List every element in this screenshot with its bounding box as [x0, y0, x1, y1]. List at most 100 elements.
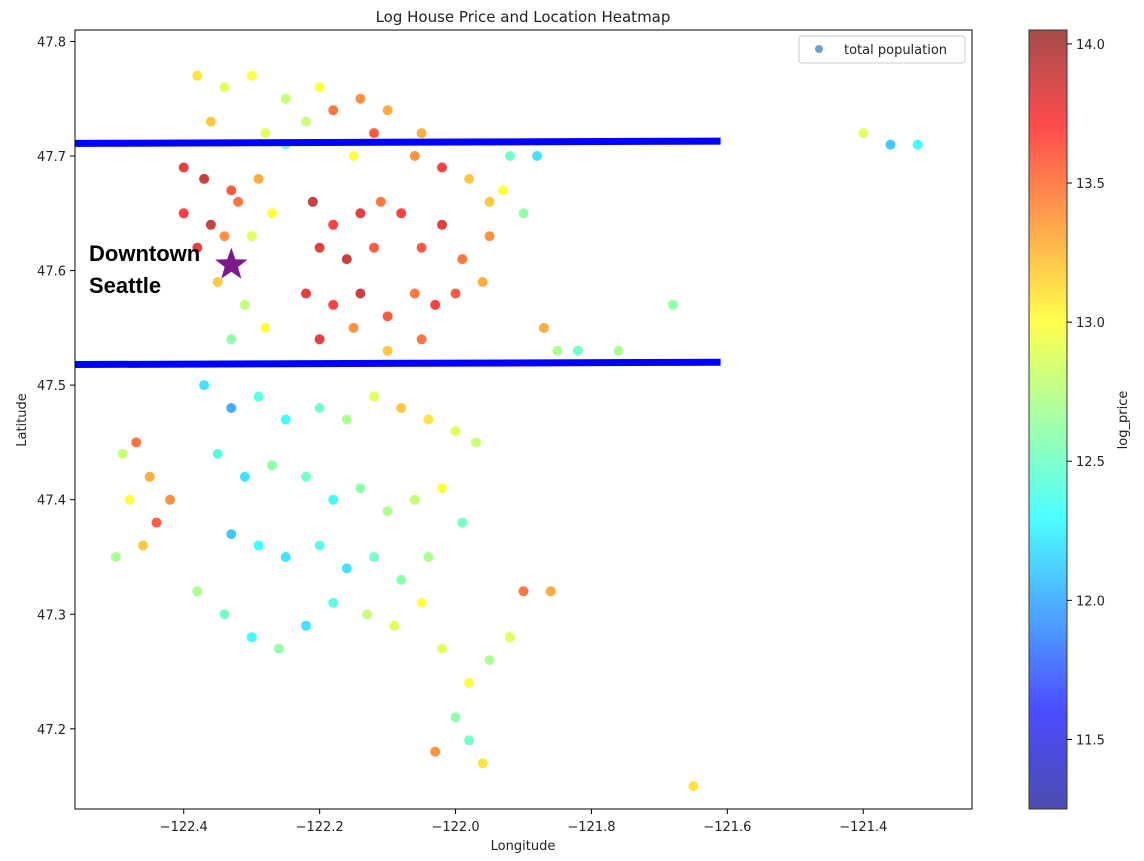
- scatter-point: [416, 334, 427, 345]
- scatter-point: [246, 632, 257, 643]
- scatter-point: [437, 483, 447, 494]
- scatter-point: [477, 277, 488, 287]
- scatter-point: [375, 196, 386, 207]
- colorbar-tick-label: 14.0: [1076, 38, 1105, 53]
- scatter-point: [362, 609, 373, 620]
- reference-line-2: [74, 358, 721, 368]
- x-axis-label: Longitude: [491, 839, 556, 854]
- scatter-point: [178, 208, 189, 219]
- scatter-point: [253, 173, 264, 184]
- scatter-point: [470, 437, 481, 448]
- scatter-point: [613, 345, 624, 356]
- reference-lines: [74, 137, 721, 368]
- scatter-point: [477, 758, 488, 769]
- colorbar-tick-label: 12.5: [1076, 455, 1105, 470]
- scatter-point: [178, 162, 189, 173]
- scatter-point: [239, 299, 250, 310]
- scatter-point: [382, 311, 393, 322]
- scatter-point: [301, 620, 311, 631]
- plot-area: Downtown Seattle: [74, 29, 973, 810]
- scatter-point: [280, 552, 291, 562]
- y-tick-label: 47.4: [37, 494, 66, 509]
- colorbar-ticks: 14.0 13.5 13.0 12.5 12.0 11.5: [1067, 38, 1105, 748]
- colorbar-tick-label: 11.5: [1076, 733, 1105, 748]
- scatter-point: [219, 231, 230, 242]
- scatter-point: [369, 391, 379, 402]
- scatter-point: [416, 597, 427, 608]
- scatter-point: [219, 82, 230, 93]
- scatter-point: [409, 494, 420, 505]
- scatter-point: [341, 563, 352, 574]
- scatter-point: [192, 242, 203, 253]
- y-tick-label: 47.6: [37, 265, 66, 280]
- scatter-point: [314, 540, 325, 551]
- scatter-point: [314, 334, 325, 345]
- scatter-point: [450, 288, 461, 299]
- reference-line-1: [74, 137, 721, 147]
- scatter-point: [348, 151, 359, 161]
- scatter-point: [423, 552, 434, 562]
- y-tick-label: 47.5: [37, 379, 66, 394]
- scatter-point: [430, 299, 441, 310]
- scatter-point: [532, 151, 543, 161]
- scatter-point: [341, 254, 352, 265]
- scatter-point: [464, 678, 475, 688]
- x-tick-label: −121.6: [703, 820, 751, 835]
- scatter-point: [328, 299, 339, 310]
- scatter-point: [253, 391, 264, 402]
- x-axis-ticks: −122.4 −122.2 −122.0 −121.8 −121.6 −121.4: [160, 809, 887, 835]
- colorbar-tick-label: 13.5: [1076, 177, 1105, 192]
- scatter-point: [688, 781, 699, 792]
- scatter-point: [212, 277, 223, 287]
- scatter-point: [260, 128, 271, 139]
- y-axis-ticks: 47.2 47.3 47.4 47.5 47.6 47.7 47.8: [37, 35, 75, 738]
- scatter-point: [205, 219, 216, 230]
- scatter-point: [382, 345, 393, 356]
- scatter-point: [301, 471, 311, 482]
- scatter-point: [484, 196, 495, 207]
- scatter-point: [457, 517, 468, 528]
- scatter-point: [328, 105, 339, 116]
- scatter-point: [369, 552, 379, 562]
- scatter-point: [219, 609, 230, 620]
- scatter-point: [280, 93, 291, 104]
- y-tick-label: 47.7: [37, 150, 66, 165]
- scatter-point: [552, 345, 563, 356]
- colorbar-gradient: [1028, 29, 1068, 810]
- y-axis-label: Latitude: [15, 393, 30, 447]
- scatter-point: [280, 414, 291, 425]
- scatter-point: [396, 208, 407, 219]
- scatter-point: [151, 517, 162, 528]
- scatter-point: [858, 128, 869, 139]
- annotation-downtown: Downtown: [89, 241, 200, 266]
- scatter-point: [668, 299, 678, 310]
- scatter-point: [144, 471, 155, 482]
- x-tick-label: −122.4: [160, 820, 208, 835]
- scatter-point: [131, 437, 142, 448]
- scatter-point: [416, 242, 427, 253]
- colorbar: 14.0 13.5 13.0 12.5 12.0 11.5 log_price: [1028, 29, 1131, 810]
- scatter-point: [267, 460, 278, 471]
- scatter-point: [382, 105, 393, 116]
- scatter-point: [212, 448, 223, 459]
- scatter-point: [328, 494, 339, 505]
- scatter-point: [192, 70, 203, 81]
- colorbar-tick-label: 12.0: [1076, 594, 1105, 609]
- scatter-point: [355, 93, 366, 104]
- scatter-points: [110, 70, 923, 792]
- scatter-point: [199, 173, 210, 184]
- scatter-point: [253, 540, 264, 551]
- star-marker-icon: [215, 247, 248, 279]
- scatter-point: [233, 196, 244, 207]
- scatter-point: [239, 471, 250, 482]
- scatter-point: [409, 151, 420, 161]
- scatter-point: [124, 494, 135, 505]
- y-tick-label: 47.2: [37, 723, 66, 738]
- scatter-point: [369, 242, 379, 253]
- scatter-point: [199, 380, 210, 391]
- scatter-point: [226, 334, 237, 345]
- scatter-point: [355, 288, 366, 299]
- scatter-point: [226, 529, 237, 540]
- scatter-point: [912, 139, 923, 150]
